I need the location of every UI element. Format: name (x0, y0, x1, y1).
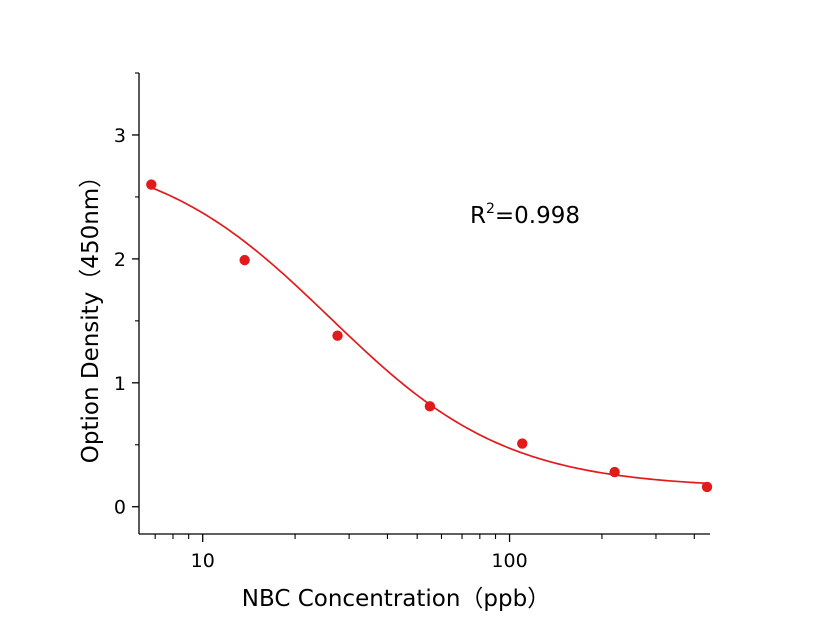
data-point (701, 481, 713, 493)
data-point (424, 401, 436, 412)
fit-curve (150, 186, 708, 485)
x-axis-title: NBC Concentration（ppb） (242, 586, 550, 612)
x-axis: 10 100 (139, 533, 710, 572)
y-tick-label: 0 (114, 497, 126, 519)
r-squared-annotation: R2=0.998 (470, 201, 580, 229)
data-point (239, 254, 250, 266)
data-points (146, 179, 713, 493)
x-tick-label: 10 (191, 550, 215, 572)
data-point (146, 179, 157, 190)
y-tick-label: 1 (114, 373, 126, 395)
data-point (609, 466, 620, 478)
y-tick-label: 3 (114, 125, 126, 147)
y-tick-label: 2 (114, 249, 126, 271)
data-point (517, 438, 528, 449)
data-point (332, 330, 343, 341)
y-axis: 0 1 2 3 (114, 72, 140, 534)
y-axis-title: Option Density（450nm） (78, 165, 104, 463)
x-tick-label: 100 (491, 550, 527, 572)
